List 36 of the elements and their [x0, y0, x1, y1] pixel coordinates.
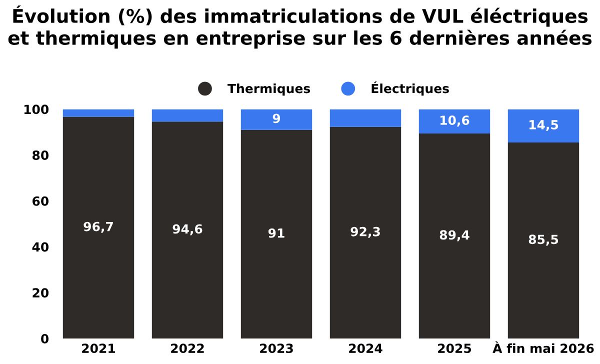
bar	[418, 109, 490, 134]
bar	[240, 130, 312, 339]
bar	[152, 122, 224, 339]
data-label: 92,3	[350, 226, 380, 238]
y-tick-label: 100	[24, 104, 49, 114]
x-tick-label: À fin mai 2026	[492, 341, 594, 354]
y-tick-label: 60	[32, 196, 49, 206]
data-label: 9	[272, 114, 280, 124]
x-tick-label: 2025	[438, 344, 472, 354]
y-tick-label: 40	[32, 242, 49, 252]
bar	[62, 109, 134, 117]
data-label: 14,5	[529, 120, 558, 132]
bar	[240, 109, 312, 130]
data-label: 10,6	[440, 116, 470, 127]
x-tick-label: 2022	[171, 344, 204, 354]
y-tick-label: 0	[41, 334, 49, 344]
data-label: 85,5	[528, 234, 558, 246]
y-tick-label: 80	[32, 150, 49, 160]
data-label: 94,6	[172, 224, 202, 236]
bar	[62, 116, 134, 339]
y-tick-label: 20	[32, 288, 49, 298]
bar	[418, 134, 490, 339]
legend-label: Électriques	[372, 81, 449, 96]
bar	[330, 109, 402, 127]
x-tick-label: 2024	[349, 344, 382, 354]
bar	[508, 142, 580, 339]
bar	[152, 109, 224, 122]
chart-title: Évolution (%) des immatriculations de VUL éléctriques et thermiques en entreprise sur les 6 dernières années	[8, 5, 592, 49]
data-label: 91	[268, 228, 284, 238]
x-tick-label: 2023	[260, 344, 293, 354]
bar	[508, 109, 580, 142]
data-label: 96,7	[84, 222, 113, 233]
bar	[330, 126, 402, 339]
data-label: 89,4	[440, 230, 470, 242]
x-tick-label: 2021	[82, 344, 116, 354]
legend-label: Thermiques	[228, 84, 310, 96]
